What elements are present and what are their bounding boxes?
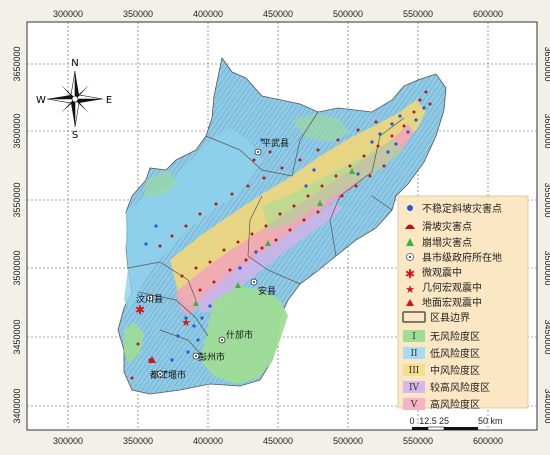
- x-tick-label: 300000: [53, 9, 83, 19]
- unstable-slope-points: [144, 106, 426, 374]
- ground-macro-epicenter-icon: [148, 356, 156, 363]
- city-label-anxian: 安县: [258, 285, 276, 297]
- micro-epicenter-icon: ✱: [135, 303, 145, 317]
- legend-label: 滑坡灾害点: [422, 220, 472, 233]
- x-tick-label: 450000: [263, 436, 293, 446]
- y-tick-label: 3600000: [543, 113, 550, 148]
- zone-roman: V: [410, 400, 418, 410]
- scale-label: 25: [439, 416, 449, 426]
- x-axis-top: 300000 350000 400000 450000 500000 55000…: [53, 9, 503, 19]
- scale-label: 12.5: [419, 416, 437, 426]
- y-tick-label: 3400000: [543, 388, 550, 423]
- y-tick-label: 3650000: [543, 46, 550, 81]
- zone-no-risk: [144, 170, 178, 196]
- zone-no-risk: [262, 140, 404, 232]
- y-tick-label: 3450000: [12, 319, 22, 354]
- x-tick-label: 500000: [333, 436, 363, 446]
- compass-e: E: [106, 95, 112, 106]
- legend-label: 低风险度区: [430, 347, 480, 360]
- x-tick-label: 300000: [53, 436, 83, 446]
- zone-roman: II: [410, 349, 418, 359]
- x-tick-label: 400000: [193, 436, 223, 446]
- legend-label: 中风险度区: [430, 364, 480, 377]
- y-axis-left: 3650000 3600000 3550000 3500000 3450000 …: [12, 46, 22, 423]
- county-seats: [146, 148, 262, 378]
- legend-label: 地面宏观震中: [422, 296, 482, 309]
- zone-roman: IV: [409, 383, 420, 393]
- zone-low-risk: [124, 128, 262, 310]
- compass-w: W: [36, 95, 46, 106]
- zone-swatch-1: [403, 330, 425, 342]
- x-tick-label: 350000: [123, 436, 153, 446]
- x-tick-label: 550000: [403, 436, 433, 446]
- boundary-swatch: [402, 311, 426, 323]
- legend-label: 高风险度区: [430, 398, 480, 411]
- zone-no-risk: [292, 114, 350, 142]
- y-tick-label: 3500000: [543, 250, 550, 285]
- legend-label: 区县边界: [430, 312, 470, 324]
- epicenters: ✱ ★: [135, 303, 191, 363]
- zone-swatch-4: [403, 381, 425, 393]
- geometric-epicenter-legend-icon: ★: [405, 283, 415, 296]
- legend-label: 崩塌灾害点: [422, 236, 472, 249]
- geometric-macro-epicenter-icon: ★: [181, 316, 191, 329]
- landslide-points: [130, 90, 432, 380]
- x-tick-label: 600000: [473, 9, 503, 19]
- compass-s: S: [72, 130, 78, 141]
- city-label-shifang: 什邡市: [226, 329, 253, 341]
- zone-roman: III: [409, 366, 420, 376]
- zone-no-risk: [200, 286, 288, 384]
- legend: 不稳定斜坡灾害点 滑坡灾害点 崩塌灾害点 县市级政府所在地 ✱ 微观震中 ★ 几…: [397, 195, 529, 411]
- legend-label: 县市级政府所在地: [422, 251, 502, 264]
- y-tick-label: 3500000: [12, 250, 22, 285]
- collapse-icon: [406, 238, 414, 246]
- x-tick-label: 450000: [263, 9, 293, 19]
- north-arrow-compass-icon: [46, 70, 104, 128]
- district-boundaries: [127, 111, 405, 361]
- x-tick-label: 400000: [193, 9, 223, 19]
- scale-label: 0: [409, 416, 414, 426]
- legend-label: 微观震中: [422, 266, 462, 279]
- legend-label: 几何宏观震中: [422, 281, 482, 294]
- x-tick-label: 500000: [333, 9, 363, 19]
- city-label-wenchuan: 汶川县: [136, 293, 163, 305]
- x-tick-label: 600000: [473, 436, 503, 446]
- unstable-slope-icon: [407, 205, 413, 211]
- x-tick-label: 350000: [123, 9, 153, 19]
- y-tick-label: 3650000: [12, 46, 22, 81]
- legend-label: 不稳定斜坡灾害点: [422, 202, 502, 215]
- micro-epicenter-legend-icon: ✱: [405, 267, 415, 281]
- city-label-pingwu: 平武县: [262, 137, 289, 149]
- compass-n: N: [71, 58, 78, 69]
- city-label-pengzhou: 彭州市: [198, 351, 225, 363]
- y-tick-label: 3400000: [12, 388, 22, 423]
- y-tick-label: 3550000: [12, 182, 22, 217]
- collapse-points: [193, 168, 355, 306]
- legend-label: 较高风险度区: [430, 381, 490, 394]
- zone-roman: I: [412, 332, 416, 342]
- y-tick-label: 3600000: [12, 113, 22, 148]
- ground-epicenter-legend-icon: [406, 299, 414, 306]
- zone-swatch-3: [403, 364, 425, 376]
- x-tick-label: 550000: [403, 9, 433, 19]
- legend-label: 无风险度区: [430, 330, 480, 343]
- scale-label: 50 km: [478, 416, 503, 426]
- scale-bar: 0 12.5 25 50 km: [409, 416, 503, 431]
- landslide-icon: [405, 224, 415, 229]
- y-tick-label: 3550000: [543, 182, 550, 217]
- zone-swatch-5: [403, 398, 425, 410]
- city-label-dujiangyan: 都江堰市: [150, 369, 186, 381]
- zone-higher-risk: [196, 202, 342, 312]
- y-tick-label: 3450000: [543, 319, 550, 354]
- x-axis-bottom: 300000 350000 400000 450000 500000 55000…: [53, 436, 503, 446]
- zone-no-risk: [124, 322, 144, 364]
- zone-swatch-2: [403, 347, 425, 359]
- y-axis-right: 3650000 3600000 3550000 3500000 3450000 …: [543, 46, 550, 423]
- study-region: [117, 57, 447, 395]
